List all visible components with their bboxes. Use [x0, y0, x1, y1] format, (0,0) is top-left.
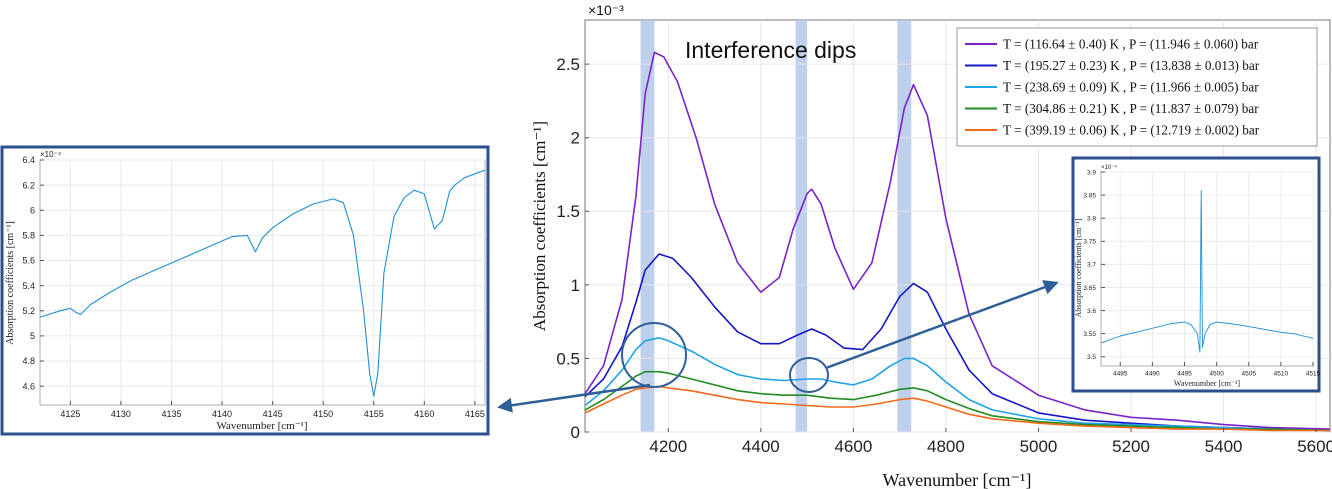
callout-arrow-left [497, 383, 651, 413]
main-exponent-label: ×10⁻³ [588, 2, 624, 18]
x-tick-label: 4200 [649, 437, 687, 456]
series-line-0 [1100, 190, 1314, 353]
y-tick-label: 5.2 [22, 306, 35, 316]
x-tick-label: 4135 [161, 409, 181, 419]
right-inset-grid [1101, 171, 1314, 366]
y-tick-label: 3.85 [1083, 192, 1096, 199]
y-tick-label: 3.7 [1087, 262, 1096, 269]
right-inset-exponent-label: ×10⁻⁴ [1101, 164, 1117, 171]
x-tick-label: 4495 [1177, 371, 1192, 378]
left-inset-x-ticks: 4125 4130 4135 4140 4145 4150 4155 4160 4165 [60, 401, 485, 419]
y-tick-label: 3.6 [1087, 308, 1096, 315]
y-tick-label: 6.2 [22, 180, 35, 190]
highlight-band-2 [897, 20, 912, 432]
x-tick-label: 4150 [313, 409, 333, 419]
left-inset: 4125 4130 4135 4140 4145 4150 4155 4160 4165 4.6… [0, 145, 490, 436]
left-dip-callout-circle [621, 322, 687, 388]
highlight-band-0 [640, 20, 655, 432]
right-inset-series-line [1100, 190, 1314, 353]
right-inset: 4485 4490 4495 4500 4505 4510 4515 3.53.553.63… [1071, 156, 1321, 393]
y-tick-label: 3.9 [1087, 169, 1096, 176]
y-tick-label: 3.55 [1083, 331, 1096, 338]
y-tick-label: 6 [30, 205, 35, 215]
x-tick-label: 4155 [364, 409, 384, 419]
y-tick-label: 6.4 [22, 155, 35, 165]
y-tick-label: 3.5 [1087, 354, 1096, 361]
y-tick-label: 4.8 [22, 356, 35, 366]
x-tick-label: 4165 [465, 409, 485, 419]
y-tick-label: 3.65 [1083, 285, 1096, 292]
y-tick-label: 5.6 [22, 256, 35, 266]
x-tick-label: 4500 [1209, 371, 1224, 378]
x-tick-label: 5200 [1112, 437, 1150, 456]
legend-entry-1: T = (195.27 ± 0.23) K , P = (13.838 ± 0.… [1003, 58, 1260, 73]
y-tick-label: 5.4 [22, 281, 35, 291]
left-inset-x-axis-label: Wavenumber [cm⁻¹] [217, 420, 308, 432]
left-inset-plot-area [39, 159, 486, 406]
legend-entry-0: T = (116.64 ± 0.40) K , P = (11.946 ± 0.… [1003, 37, 1259, 52]
main-legend: T = (116.64 ± 0.40) K , P = (11.946 ± 0.… [956, 27, 1318, 147]
y-tick-label: 2.5 [556, 55, 580, 74]
x-tick-label: 4140 [212, 409, 232, 419]
callout-arrow-right [825, 280, 1059, 370]
x-tick-label: 4800 [927, 437, 965, 456]
x-tick-label: 4145 [263, 409, 283, 419]
x-tick-label: 5400 [1205, 437, 1243, 456]
x-tick-label: 4160 [414, 409, 434, 419]
x-tick-label: 4505 [1242, 371, 1257, 378]
y-tick-label: 4.6 [22, 381, 35, 391]
y-tick-label: 2 [571, 129, 580, 148]
series-line-1 [584, 253, 1331, 432]
y-tick-label: 5 [30, 331, 35, 341]
x-tick-label: 5000 [1020, 437, 1058, 456]
main-x-ticks: 4200 4400 4600 4800 5000 5200 5400 5600 [649, 428, 1332, 456]
legend-entry-3: T = (304.86 ± 0.21) K , P = (11.837 ± 0.… [1003, 101, 1259, 116]
legend-box [956, 27, 1318, 147]
series-line-0 [39, 169, 486, 397]
y-tick-label: 3.8 [1087, 215, 1096, 222]
y-tick-label: 5.8 [22, 231, 35, 241]
series-line-2 [584, 337, 1331, 432]
left-inset-exponent-label: ×10⁻⁴ [40, 150, 62, 159]
legend-entry-4: T = (399.19 ± 0.06) K , P = (12.719 ± 0.… [1003, 123, 1260, 138]
y-tick-label: 3.75 [1083, 239, 1096, 246]
series-line-0 [584, 51, 1331, 430]
x-tick-label: 4510 [1274, 371, 1289, 378]
left-inset-grid [40, 159, 485, 405]
right-inset-x-ticks: 4485 4490 4495 4500 4505 4510 4515 [1113, 362, 1321, 378]
series-line-3 [584, 370, 1331, 432]
left-inset-y-axis-label: Absorption coefficients [cm⁻¹] [5, 221, 16, 345]
right-inset-x-axis-label: Wavenumber [cm⁻¹] [1174, 379, 1241, 388]
middle-dip-callout-circle [789, 357, 829, 393]
highlight-band-1 [795, 20, 808, 432]
x-tick-label: 5600 [1297, 437, 1332, 456]
right-inset-y-ticks: 3.5 3.55 3.6 3.65 3.7 3.75 3.8 3.85 3.9 [1083, 169, 1105, 361]
left-inset-y-ticks: 4.6 4.8 5 5.2 5.4 5.6 5.8 6 6.2 6.4 [22, 155, 44, 391]
x-tick-label: 4490 [1145, 371, 1160, 378]
main-x-axis-label: Wavenumber [cm⁻¹] [883, 470, 1032, 489]
y-tick-label: 1.5 [556, 202, 580, 221]
interference-dips-annotation: Interference dips [685, 37, 856, 63]
x-tick-label: 4485 [1113, 371, 1128, 378]
right-inset-y-axis-label: Absorption coefficients [cm⁻¹] [1074, 218, 1083, 317]
main-y-ticks: 0 0.5 1 1.5 2 2.5 [556, 55, 589, 442]
y-tick-label: 1 [571, 276, 580, 295]
left-inset-series-line [39, 169, 486, 397]
main-y-axis-label: Absorption coefficients [cm⁻¹] [530, 121, 549, 331]
legend-entry-2: T = (238.69 ± 0.09) K , P = (11.966 ± 0.… [1003, 80, 1259, 95]
x-tick-label: 4515 [1306, 371, 1321, 378]
x-tick-label: 4130 [111, 409, 131, 419]
x-tick-label: 4400 [742, 437, 780, 456]
y-tick-label: 0 [571, 423, 580, 442]
x-tick-label: 4125 [60, 409, 80, 419]
x-tick-label: 4600 [834, 437, 872, 456]
y-tick-label: 0.5 [556, 349, 580, 368]
